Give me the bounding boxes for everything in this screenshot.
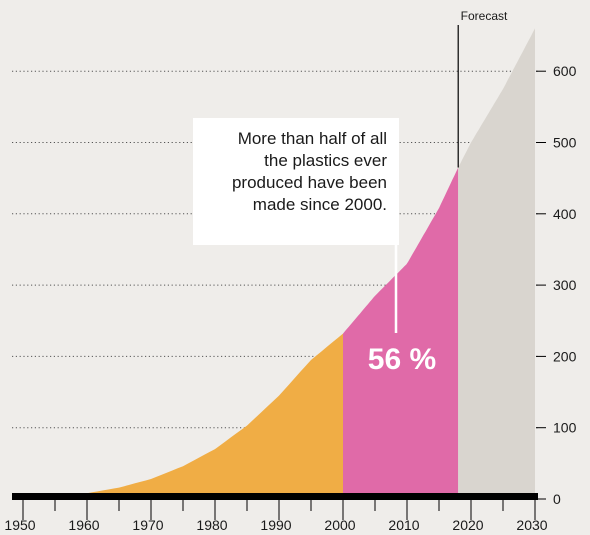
x-axis-bar	[12, 493, 538, 500]
y-tick-label: 0	[553, 491, 561, 507]
y-tick-label: 200	[553, 348, 577, 364]
percent-group: 56 %	[368, 245, 436, 376]
y-tick-label: 100	[553, 420, 577, 436]
x-tick-label: 2020	[452, 517, 483, 533]
x-tick-label: 2010	[388, 517, 419, 533]
annotation-line: More than half of all	[237, 129, 387, 148]
y-tick-label: 600	[553, 63, 577, 79]
annotation-box: More than half of all the plastics ever …	[193, 118, 399, 245]
y-tick-label: 400	[553, 206, 577, 222]
x-tick-label: 1960	[68, 517, 99, 533]
x-tick-label: 1950	[4, 517, 35, 533]
annotation-line: produced have been	[231, 173, 387, 192]
x-tick-label: 1990	[260, 517, 291, 533]
axis-ticks: 1950 1960 1970 1980 1990 2000 2010 2020 2030 0 100…	[4, 63, 576, 533]
x-tick-label: 1980	[196, 517, 227, 533]
x-tick-label: 2030	[516, 517, 547, 533]
forecast-marker: Forecast	[457, 9, 508, 168]
y-tick-label: 500	[553, 135, 577, 151]
chart-areas	[23, 28, 535, 500]
forecast-label: Forecast	[461, 9, 508, 23]
annotation-line: the plastics ever	[264, 151, 387, 170]
area-segment-1	[23, 333, 343, 499]
area-segment-3	[458, 28, 535, 500]
y-tick-label: 300	[553, 277, 577, 293]
x-tick-label: 2000	[324, 517, 355, 533]
percent-label: 56 %	[368, 343, 436, 376]
annotation-line: made since 2000.	[252, 195, 387, 214]
area-segment-2	[343, 167, 459, 499]
x-tick-label: 1970	[132, 517, 163, 533]
